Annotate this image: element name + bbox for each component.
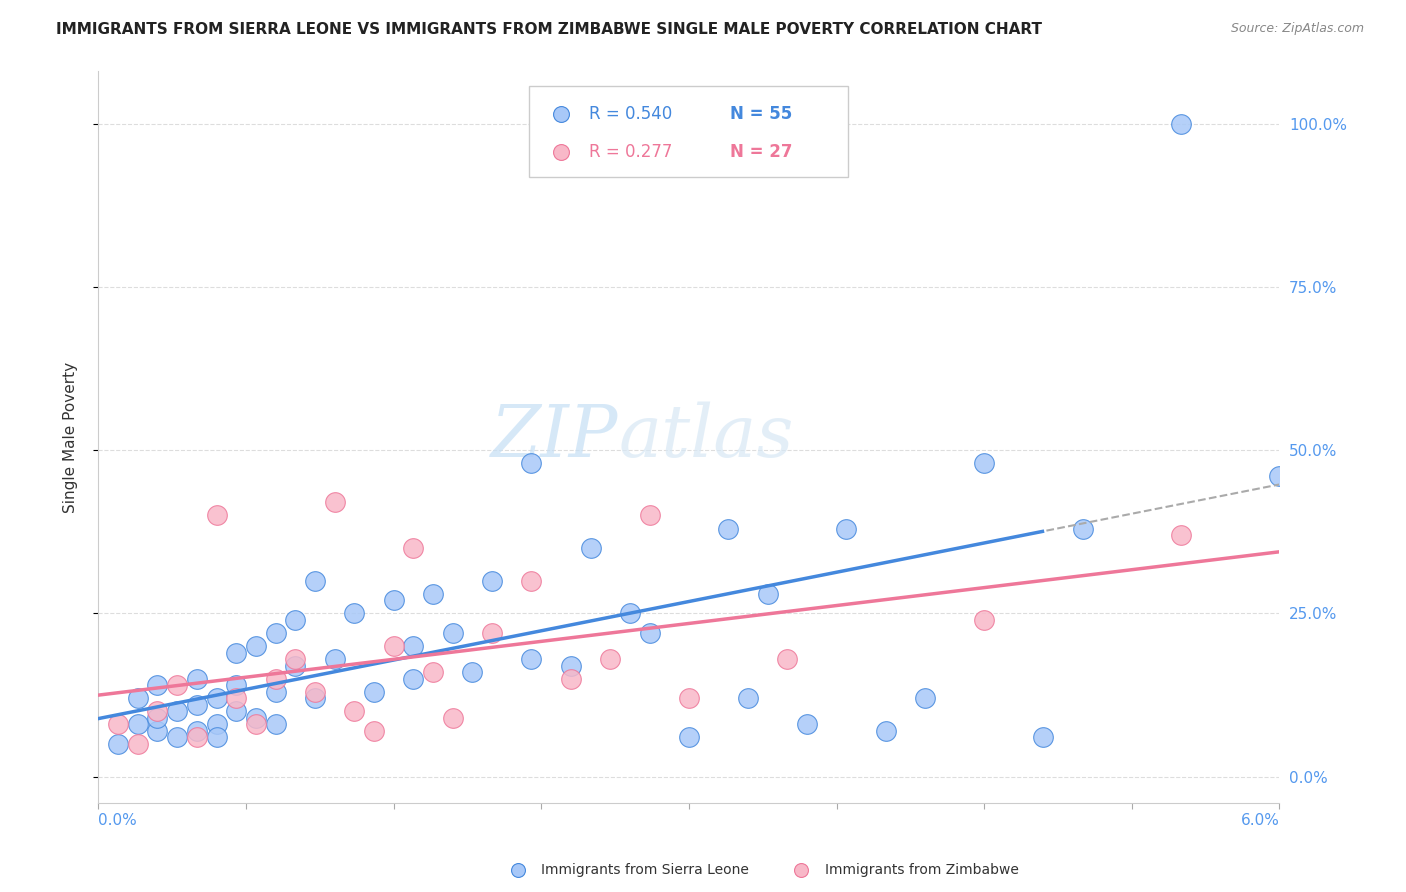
Point (875, 723, 897, 738)
Point (343, 607, 366, 621)
Point (914, 691, 936, 706)
Point (481, 574, 503, 588)
Point (166, 678, 188, 692)
Text: 0.0%: 0.0% (98, 813, 138, 828)
Point (186, 672, 208, 686)
Point (737, 691, 759, 706)
Point (343, 705, 366, 719)
Point (107, 737, 129, 751)
Point (363, 723, 385, 738)
Point (284, 613, 307, 627)
Point (560, 658, 582, 673)
Point (1170, 528, 1192, 542)
Point (638, 626, 661, 640)
Text: Immigrants from Zimbabwe: Immigrants from Zimbabwe (825, 863, 1018, 877)
Text: Immigrants from Sierra Leone: Immigrants from Sierra Leone (541, 863, 749, 877)
Point (579, 541, 602, 555)
Point (166, 705, 188, 719)
Point (186, 698, 208, 712)
Point (422, 587, 444, 601)
Point (264, 685, 287, 699)
Point (599, 652, 621, 666)
Point (461, 665, 484, 680)
Point (402, 541, 425, 555)
Point (205, 508, 228, 523)
Point (245, 717, 267, 731)
Point (638, 508, 661, 523)
Text: R = 0.540: R = 0.540 (589, 104, 672, 123)
Point (107, 717, 129, 731)
Point (264, 672, 287, 686)
Point (363, 685, 385, 699)
Point (146, 711, 169, 725)
Point (422, 665, 444, 680)
Point (776, 652, 799, 666)
Point (441, 711, 464, 725)
Point (186, 731, 208, 745)
Point (225, 678, 247, 692)
Point (402, 639, 425, 653)
Text: N = 55: N = 55 (730, 104, 793, 123)
Point (127, 691, 149, 706)
Point (323, 495, 346, 509)
Point (264, 717, 287, 731)
Point (678, 731, 700, 745)
Text: Source: ZipAtlas.com: Source: ZipAtlas.com (1230, 22, 1364, 36)
Point (323, 652, 346, 666)
Point (1032, 731, 1054, 745)
Point (717, 521, 740, 535)
Point (205, 731, 228, 745)
Point (520, 574, 543, 588)
Point (402, 672, 425, 686)
Point (441, 626, 464, 640)
Text: atlas: atlas (619, 401, 793, 473)
Point (304, 685, 326, 699)
FancyBboxPatch shape (530, 86, 848, 178)
Point (186, 723, 208, 738)
Point (146, 678, 169, 692)
Point (1170, 117, 1192, 131)
Text: N = 27: N = 27 (730, 143, 793, 161)
Point (146, 705, 169, 719)
Point (973, 613, 995, 627)
Point (264, 626, 287, 640)
Point (284, 658, 307, 673)
Point (205, 717, 228, 731)
Text: 6.0%: 6.0% (1240, 813, 1279, 828)
Point (1071, 521, 1094, 535)
Point (225, 691, 247, 706)
Point (520, 652, 543, 666)
Point (481, 626, 503, 640)
Point (619, 607, 641, 621)
Point (520, 456, 543, 470)
Y-axis label: Single Male Poverty: Single Male Poverty (63, 361, 77, 513)
Point (166, 731, 188, 745)
Point (225, 705, 247, 719)
Point (560, 672, 582, 686)
Point (205, 691, 228, 706)
Text: IMMIGRANTS FROM SIERRA LEONE VS IMMIGRANTS FROM ZIMBABWE SINGLE MALE POVERTY COR: IMMIGRANTS FROM SIERRA LEONE VS IMMIGRAN… (56, 22, 1042, 37)
Point (973, 456, 995, 470)
Text: R = 0.277: R = 0.277 (589, 143, 672, 161)
Point (756, 587, 779, 601)
Point (382, 639, 405, 653)
Point (225, 646, 247, 660)
Point (304, 691, 326, 706)
Point (1268, 469, 1291, 483)
Point (796, 717, 818, 731)
Point (678, 691, 700, 706)
Point (304, 574, 326, 588)
Point (245, 639, 267, 653)
Point (127, 717, 149, 731)
Point (284, 652, 307, 666)
Point (382, 593, 405, 607)
Point (835, 521, 858, 535)
Point (146, 723, 169, 738)
Text: ZIP: ZIP (491, 401, 619, 473)
Point (127, 737, 149, 751)
Point (245, 711, 267, 725)
